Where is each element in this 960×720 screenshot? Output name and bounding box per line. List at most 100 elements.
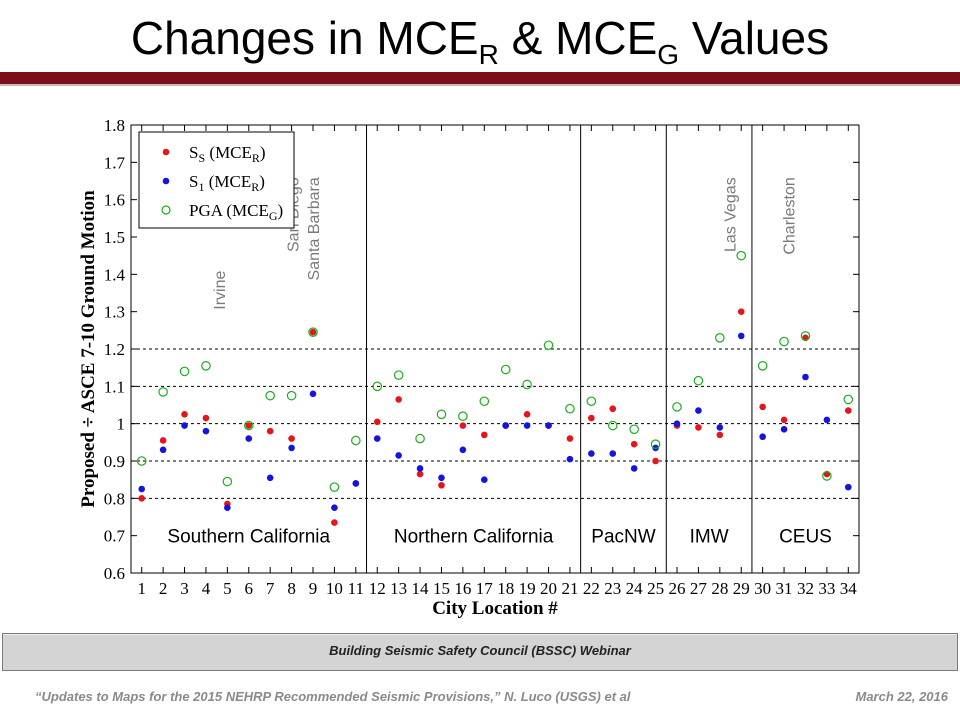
data-point — [459, 446, 467, 454]
y-tick-label: 0.8 — [104, 489, 125, 508]
x-tick-label: 25 — [647, 579, 664, 598]
series-1-points — [138, 332, 852, 511]
x-tick-label: 18 — [497, 579, 514, 598]
data-point — [716, 424, 724, 431]
data-point — [588, 450, 595, 457]
footer-date: March 22, 2016 — [855, 689, 948, 704]
region-label: IMW — [690, 527, 729, 548]
data-point — [201, 360, 211, 371]
city-annotation: Las Vegas — [722, 177, 739, 252]
title-subscript-g: G — [657, 39, 680, 70]
data-point — [695, 424, 702, 431]
title-text-part1: Changes in MCE — [130, 12, 479, 64]
x-tick-label: 23 — [604, 579, 621, 598]
y-tick-label: 0.9 — [104, 452, 125, 471]
data-point — [373, 435, 381, 442]
data-point — [736, 250, 747, 261]
data-point — [716, 431, 724, 439]
data-point — [523, 411, 531, 418]
x-tick-label: 30 — [754, 579, 771, 598]
data-point — [459, 422, 467, 429]
data-point — [715, 333, 725, 343]
y-tick-label: 1.3 — [104, 303, 125, 322]
legend: SS (MCER) S1 (MCER) PGA (MCEG) — [138, 131, 295, 229]
data-point — [545, 422, 552, 429]
y-tick-label: 0.6 — [104, 564, 125, 583]
x-tick-label: 12 — [369, 579, 386, 598]
x-tick-label: 34 — [840, 579, 858, 598]
data-point — [672, 402, 682, 412]
data-point — [652, 457, 659, 465]
data-point — [138, 495, 146, 502]
x-tick-label: 26 — [669, 579, 686, 598]
data-point — [523, 422, 531, 429]
data-point — [202, 414, 210, 422]
data-point — [136, 456, 147, 466]
x-tick-label: 29 — [733, 579, 750, 598]
data-point — [565, 403, 575, 414]
footer-bar: Building Seismic Safety Council (BSSC) W… — [2, 633, 958, 671]
x-tick-label: 31 — [776, 579, 793, 598]
data-point — [373, 418, 381, 426]
x-tick-label: 11 — [348, 579, 364, 598]
x-tick-label: 33 — [818, 579, 835, 598]
region-label: CEUS — [779, 527, 832, 548]
data-point — [779, 336, 789, 347]
data-point — [566, 435, 574, 442]
x-tick-label: 7 — [266, 579, 275, 598]
data-point — [331, 504, 338, 511]
legend-label: S1 (MCER) — [189, 172, 265, 194]
y-tick-label: 1.7 — [104, 153, 126, 172]
series-2-points — [136, 250, 854, 492]
city-annotation: Irvine — [212, 270, 229, 309]
x-tick-label: 28 — [711, 579, 728, 598]
x-tick-label: 27 — [690, 579, 708, 598]
data-point — [286, 390, 297, 401]
x-tick-label: 5 — [223, 579, 232, 598]
data-point — [266, 474, 274, 482]
data-point — [673, 420, 681, 427]
data-point — [393, 370, 404, 380]
data-point — [480, 476, 488, 483]
data-point — [588, 414, 595, 422]
y-tick-label: 1.5 — [104, 228, 125, 247]
data-point — [543, 340, 554, 351]
data-point — [630, 465, 638, 472]
y-tick-label: 1.1 — [104, 377, 125, 396]
y-tick-label: 1.6 — [104, 191, 125, 210]
title-subscript-r: R — [478, 39, 499, 70]
city-annotation: Santa Barbara — [306, 177, 323, 280]
footer-citation: “Updates to Maps for the 2015 NEHRP Reco… — [35, 689, 631, 704]
data-point — [159, 446, 167, 454]
data-point — [500, 364, 511, 375]
data-point — [844, 407, 852, 414]
data-point — [823, 416, 831, 424]
data-point — [609, 450, 617, 457]
title-text-part3: Values — [679, 12, 830, 64]
legend-marker — [162, 148, 170, 156]
x-tick-label: 1 — [137, 579, 146, 598]
x-tick-label: 21 — [561, 579, 578, 598]
data-point — [416, 465, 424, 472]
title-rule — [0, 72, 960, 84]
x-tick-label: 22 — [583, 579, 600, 598]
x-tick-label: 15 — [433, 579, 450, 598]
region-label: Northern California — [394, 527, 554, 548]
data-point — [480, 431, 488, 439]
legend-marker — [161, 205, 171, 215]
data-point — [415, 433, 425, 444]
data-point — [800, 331, 811, 341]
data-point — [288, 444, 295, 452]
data-point — [780, 416, 788, 424]
region-label: Southern California — [167, 527, 330, 548]
data-point — [693, 375, 704, 386]
x-tick-label: 20 — [540, 579, 557, 598]
data-point — [288, 435, 295, 442]
region-label: PacNW — [591, 527, 655, 548]
data-point — [607, 420, 618, 431]
data-point — [352, 480, 360, 487]
data-point — [416, 470, 424, 478]
data-point — [458, 411, 468, 421]
data-point — [372, 381, 383, 392]
x-tick-label: 6 — [245, 579, 254, 598]
